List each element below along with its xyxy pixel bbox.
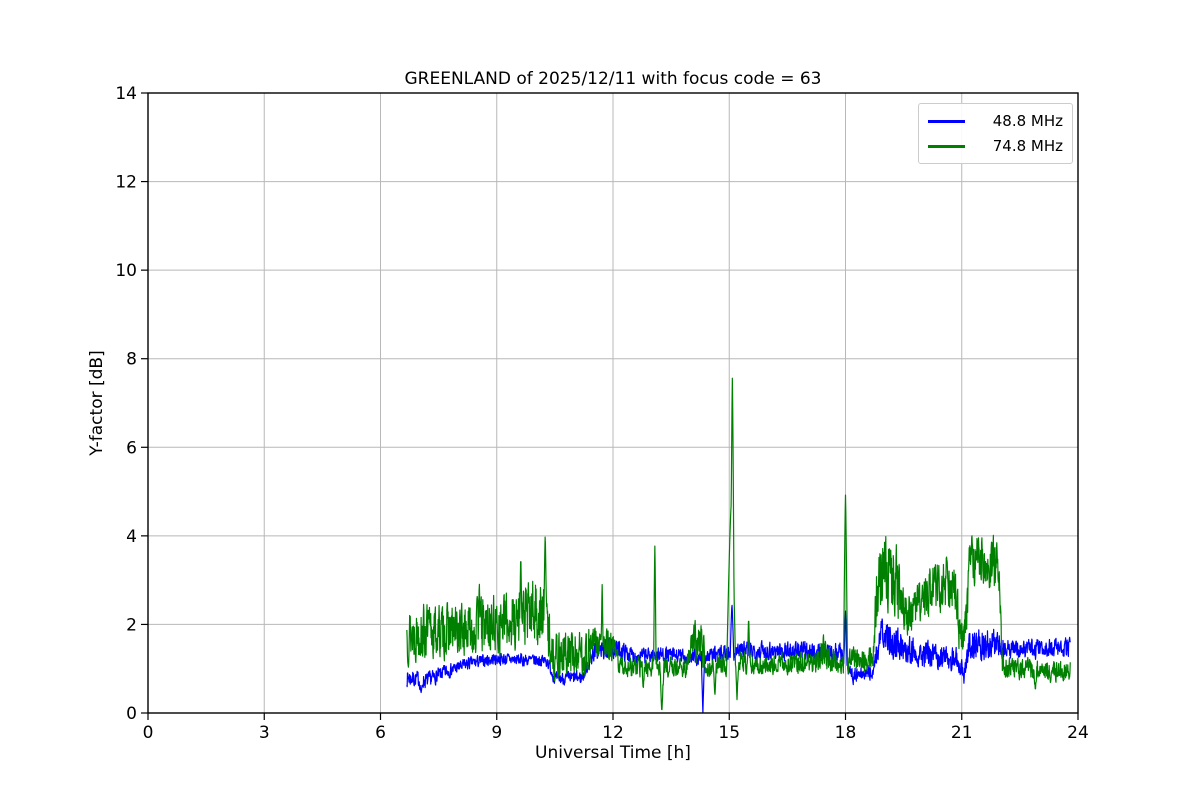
- legend: 48.8 MHz 74.8 MHz: [918, 103, 1073, 164]
- y-tick-label: 8: [126, 350, 137, 370]
- y-axis-label: Y-factor [dB]: [87, 350, 107, 456]
- legend-label: 74.8 MHz: [992, 137, 1063, 155]
- x-axis-label: Universal Time [h]: [535, 743, 691, 763]
- x-tick-label: 24: [1067, 723, 1089, 743]
- x-tick-label: 0: [143, 723, 154, 743]
- y-tick-label: 6: [126, 438, 137, 458]
- y-tick-label: 12: [115, 173, 137, 193]
- series-line-74-8-mhz: [406, 377, 1071, 711]
- y-tick-label: 14: [115, 84, 137, 104]
- x-tick-label: 21: [951, 723, 973, 743]
- y-tick-label: 2: [126, 615, 137, 635]
- legend-label: 48.8 MHz: [992, 112, 1063, 130]
- x-tick-label: 6: [375, 723, 386, 743]
- x-tick-label: 3: [259, 723, 270, 743]
- x-tick-label: 15: [718, 723, 740, 743]
- series-line-48-8-mhz: [406, 604, 1071, 713]
- chart-title: GREENLAND of 2025/12/11 with focus code …: [404, 69, 822, 89]
- x-tick-label: 9: [491, 723, 502, 743]
- y-tick-label: 0: [126, 704, 137, 724]
- legend-entry-48-8-mhz: 48.8 MHz: [928, 112, 1063, 130]
- legend-line-swatch-green: [928, 144, 965, 148]
- y-tick-label: 4: [126, 527, 137, 547]
- x-tick-label: 18: [835, 723, 857, 743]
- legend-line-swatch-blue: [928, 119, 965, 123]
- y-tick-label: 10: [115, 261, 137, 281]
- legend-entry-74-8-mhz: 74.8 MHz: [928, 137, 1063, 155]
- x-tick-label: 12: [602, 723, 624, 743]
